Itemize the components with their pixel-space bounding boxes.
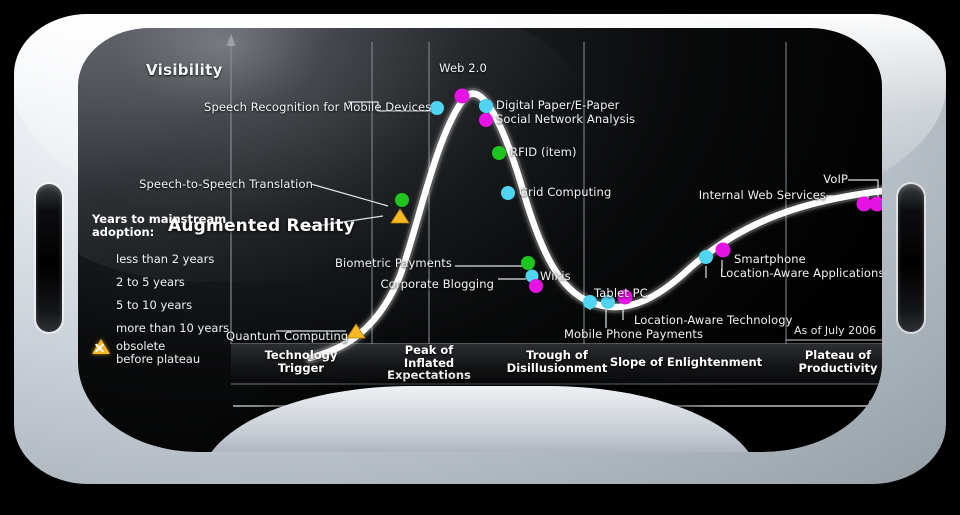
augmented-reality-highlight: Augmented Reality — [168, 216, 355, 236]
legend-title: Years to mainstream adoption: — [92, 212, 227, 239]
label-location-aware-applications: Location-Aware Applications — [720, 266, 882, 280]
label-quantum-computing: Quantum Computing — [226, 328, 349, 343]
y-axis-label: Visibility — [146, 61, 223, 79]
label-internal-web-services: Internal Web Services — [698, 188, 826, 202]
stage-trough-of-disillusionment: Trough of Disillusionment — [506, 348, 608, 375]
marker-grid-computing — [501, 186, 515, 200]
label-social-network-analysis: Social Network Analysis — [496, 112, 636, 126]
marker-biometric-payments — [521, 256, 535, 270]
obsolete-x-icon — [92, 340, 109, 357]
legend-item-2-to-5-years: 2 to 5 years — [92, 271, 242, 294]
label-tablet-pc: Tablet PC — [594, 285, 648, 300]
circle-green-icon — [92, 297, 109, 314]
marker-internal-web-services — [856, 196, 872, 212]
label-location-aware-technology: Location-Aware Technology — [634, 313, 793, 327]
marker-tablet-pc — [583, 295, 597, 309]
label-voip: VoIP — [823, 172, 848, 186]
legend-item-less-than-2-years: less than 2 years — [92, 248, 242, 271]
marker-quantum-computing — [346, 323, 366, 339]
label-mobile-phone-payments: Mobile Phone Payments — [564, 327, 704, 341]
chart-graphics — [226, 34, 882, 412]
marker-speech-recognition-mobile — [430, 101, 444, 115]
marker-location-aware-technology — [617, 289, 633, 305]
marker-smartphone — [699, 250, 713, 264]
label-smartphone: Smartphone — [734, 252, 806, 266]
circle-cyan-icon — [92, 274, 109, 291]
vr-headset-frame: Visibility Speech Recognition for Mobile… — [14, 14, 946, 484]
marker-augmented-reality — [390, 208, 410, 224]
marker-rfid-item — [492, 146, 506, 160]
marker-voip — [869, 196, 882, 212]
triangle-amber-icon — [92, 320, 110, 354]
data-markers — [346, 88, 882, 339]
label-digital-paper: Digital Paper/E-Paper — [496, 98, 620, 112]
label-grid-computing: Grid Computing — [519, 185, 612, 199]
marker-social-network-analysis — [479, 113, 493, 127]
label-corporate-blogging: Corporate Blogging — [380, 277, 494, 291]
circle-magenta-icon — [92, 251, 109, 268]
stage-plateau-of-productivity: Plateau of Productivity — [798, 348, 878, 375]
marker-corporate-blogging — [529, 279, 543, 293]
hype-curve — [304, 88, 882, 364]
y-axis — [226, 34, 236, 344]
marker-speech-to-speech-translation — [395, 193, 409, 207]
legend-item-obsolete: obsolete before plateau — [92, 340, 242, 368]
headset-strap-slot-right — [898, 184, 924, 332]
label-biometric-payments: Biometric Payments — [335, 256, 452, 270]
stage-peak-of-inflated-expectations: Peak of Inflated Expectations — [387, 343, 471, 382]
marker-mobile-phone-payments — [601, 295, 615, 309]
marker-digital-paper — [479, 99, 493, 113]
stage-slope-of-enlightenment: Slope of Enlightenment — [609, 355, 763, 369]
label-speech-to-speech-translation: Speech-to-Speech Translation — [139, 177, 313, 191]
label-web-2-0: Web 2.0 — [439, 61, 487, 75]
legend: Years to mainstream adoption: less than … — [92, 213, 242, 368]
label-speech-recognition-mobile: Speech Recognition for Mobile Devices — [204, 100, 432, 114]
legend-item-5-to-10-years: 5 to 10 years — [92, 294, 242, 317]
as-of-date: As of July 2006 — [794, 324, 877, 337]
legend-item-more-than-10-years: more than 10 years — [92, 317, 242, 354]
label-wikis: Wikis — [540, 269, 571, 283]
headset-strap-slot-left — [36, 184, 62, 332]
label-rfid-item: RFID (item) — [510, 145, 577, 159]
visor-screen: Visibility Speech Recognition for Mobile… — [78, 28, 882, 452]
stage-technology-trigger: Technology Trigger — [264, 348, 338, 375]
marker-web-2-0 — [454, 88, 470, 104]
marker-location-aware-applications — [715, 242, 731, 258]
